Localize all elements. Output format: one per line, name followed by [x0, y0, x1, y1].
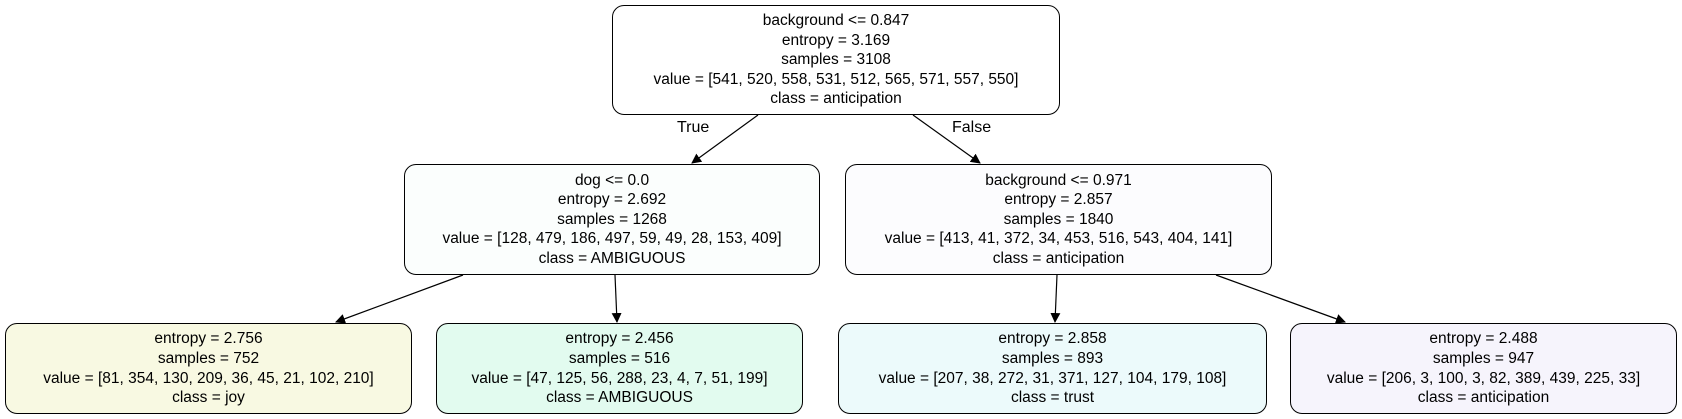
edge-left-to-leaf2: [611, 274, 622, 323]
node-value: value = [207, 38, 272, 31, 371, 127, 104…: [878, 369, 1227, 387]
node-samples: samples = 3108: [781, 51, 891, 69]
edge-root-to-right: [912, 114, 981, 164]
node-entropy: entropy = 2.456: [565, 330, 674, 348]
edge-root-to-left: [691, 114, 759, 164]
tree-leaf-1: entropy = 2.756 samples = 752 value = [8…: [5, 323, 412, 414]
node-entropy: entropy = 2.858: [998, 330, 1107, 348]
node-split-rule: dog <= 0.0: [574, 171, 650, 189]
node-split-rule: background <= 0.847: [762, 12, 910, 30]
node-value: value = [128, 479, 186, 497, 59, 49, 28,…: [442, 230, 782, 248]
node-samples: samples = 893: [1001, 349, 1104, 367]
node-value: value = [47, 125, 56, 288, 23, 4, 7, 51,…: [471, 369, 768, 387]
node-entropy: entropy = 2.692: [557, 191, 667, 209]
node-value: value = [206, 3, 100, 3, 82, 389, 439, 2…: [1326, 369, 1641, 387]
tree-leaf-3: entropy = 2.858 samples = 893 value = [2…: [838, 323, 1267, 414]
node-value: value = [81, 354, 130, 209, 36, 45, 21, …: [43, 369, 374, 387]
edge-left-to-leaf1: [335, 274, 464, 324]
edge-right-to-leaf3: [1050, 274, 1061, 323]
node-samples: samples = 1840: [1003, 210, 1114, 228]
node-samples: samples = 947: [1432, 349, 1535, 367]
node-class: class = anticipation: [770, 90, 902, 108]
node-entropy: entropy = 3.169: [781, 31, 891, 49]
edge-right-to-leaf4: [1215, 274, 1346, 324]
node-value: value = [541, 520, 558, 531, 512, 565, 5…: [653, 70, 1019, 88]
tree-node-left: dog <= 0.0 entropy = 2.692 samples = 126…: [404, 164, 820, 275]
node-class: class = trust: [1010, 389, 1095, 407]
node-class: class = joy: [172, 389, 245, 407]
edge-label-false: False: [952, 119, 992, 136]
node-samples: samples = 752: [157, 349, 260, 367]
node-entropy: entropy = 2.488: [1429, 330, 1538, 348]
node-entropy: entropy = 2.857: [1004, 191, 1113, 209]
edge-label-true: True: [677, 119, 710, 136]
tree-leaf-2: entropy = 2.456 samples = 516 value = [4…: [436, 323, 803, 414]
node-class: class = AMBIGUOUS: [538, 249, 686, 267]
node-samples: samples = 1268: [557, 210, 667, 228]
tree-node-right: background <= 0.971 entropy = 2.857 samp…: [845, 164, 1272, 275]
node-samples: samples = 516: [568, 349, 671, 367]
tree-node-root: background <= 0.847 entropy = 3.169 samp…: [612, 5, 1060, 115]
node-class: class = anticipation: [1417, 389, 1550, 407]
node-entropy: entropy = 2.756: [154, 330, 263, 348]
tree-leaf-4: entropy = 2.488 samples = 947 value = [2…: [1290, 323, 1677, 414]
node-class: class = AMBIGUOUS: [546, 389, 693, 407]
node-value: value = [413, 41, 372, 34, 453, 516, 543…: [884, 230, 1233, 248]
node-class: class = anticipation: [992, 249, 1125, 267]
node-split-rule: background <= 0.971: [985, 171, 1132, 189]
